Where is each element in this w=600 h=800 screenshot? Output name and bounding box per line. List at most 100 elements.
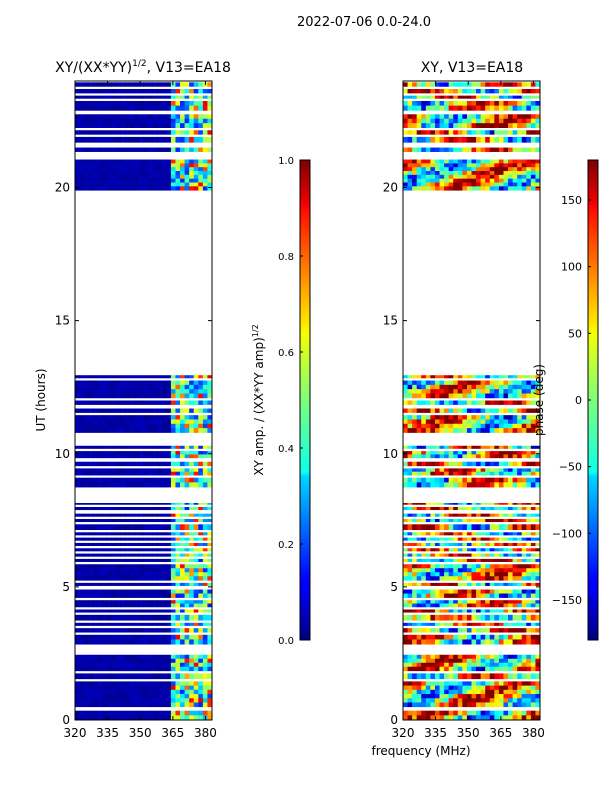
heatmap-cell [166, 572, 172, 577]
heatmap-cell [421, 715, 427, 721]
heatmap-cell [79, 628, 85, 633]
heatmap-cell [480, 622, 486, 626]
heatmap-cell [116, 147, 122, 152]
heatmap-cell [138, 537, 144, 541]
heatmap-cell [93, 614, 99, 621]
heatmap-cell [93, 593, 99, 598]
heatmap-cell [403, 389, 408, 394]
heatmap-cell [93, 634, 99, 640]
heatmap-cell [143, 186, 149, 191]
heatmap-cell [521, 513, 527, 517]
heatmap-cell [512, 136, 518, 143]
heatmap-cell [439, 689, 445, 695]
heatmap-cell [148, 461, 154, 467]
heatmap-cell [530, 423, 536, 429]
heatmap-cell [88, 548, 94, 552]
heatmap-cell [97, 600, 103, 604]
heatmap-cell [175, 524, 181, 531]
heatmap-cell [439, 123, 445, 128]
heatmap-cell [116, 524, 122, 531]
heatmap-cell [494, 182, 500, 187]
heatmap-cell [189, 634, 195, 640]
heatmap-cell [425, 614, 431, 621]
heatmap-cell [184, 100, 190, 107]
heatmap-cell [84, 681, 90, 687]
heatmap-cell [444, 171, 450, 176]
heatmap-cell [521, 130, 527, 135]
heatmap-cell [489, 609, 495, 613]
heatmap-cell [430, 419, 436, 425]
heatmap-cell [462, 147, 468, 152]
heatmap-cell [476, 445, 482, 449]
heatmap-cell [503, 428, 509, 433]
heatmap-cell [489, 82, 495, 87]
heatmap-cell [466, 662, 472, 668]
heatmap-cell [412, 634, 418, 640]
heatmap-cell [106, 423, 112, 429]
heatmap-cell [434, 698, 440, 703]
heatmap-cell [517, 88, 523, 94]
heatmap-cell [138, 100, 144, 107]
heatmap-cell [134, 174, 140, 180]
heatmap-cell [403, 400, 408, 405]
heatmap-cell [79, 454, 85, 459]
heatmap-cell [161, 471, 167, 476]
heatmap-cell [489, 698, 495, 703]
heatmap-cell [498, 658, 504, 664]
heatmap-cell [138, 171, 144, 176]
heatmap-cell [480, 136, 486, 143]
heatmap-cell [498, 662, 504, 668]
heatmap-cell [480, 715, 486, 721]
heatmap-cell [521, 114, 527, 120]
heatmap-cell [421, 445, 427, 449]
heatmap-cell [125, 461, 131, 467]
heatmap-cell [161, 451, 167, 455]
heatmap-cell [207, 454, 213, 459]
heatmap-cell [93, 171, 99, 176]
heatmap-cell [134, 380, 140, 386]
heatmap-cell [512, 408, 518, 413]
heatmap-cell [180, 572, 185, 577]
heatmap-cell [198, 468, 204, 473]
heatmap-cell [161, 419, 167, 425]
heatmap-cell [453, 423, 459, 429]
heatmap-cell [444, 159, 450, 164]
heatmap-cell [407, 564, 413, 569]
heatmap-cell [157, 558, 163, 562]
heatmap-cell [403, 159, 408, 164]
heatmap-cell [476, 710, 482, 716]
heatmap-cell [512, 461, 518, 467]
heatmap-cell [471, 163, 477, 168]
heatmap-cell [102, 518, 108, 523]
heatmap-cell [512, 532, 518, 536]
amplitude-colorbar-ticks: 0.00.20.40.60.81.0 [278, 156, 303, 647]
heatmap-cell [530, 553, 536, 557]
heatmap-cell [430, 710, 436, 716]
heatmap-cell [143, 628, 149, 633]
colorbar-tick-label: 0.4 [278, 444, 294, 455]
heatmap-cell [416, 130, 422, 135]
heatmap-cell [476, 532, 482, 536]
heatmap-cell [430, 513, 436, 517]
heatmap-cell [111, 167, 117, 172]
heatmap-cell [535, 600, 541, 604]
heatmap-cell [170, 593, 176, 598]
heatmap-cell [79, 666, 85, 672]
heatmap-cell [184, 423, 190, 429]
heatmap-cell [412, 130, 418, 135]
heatmap-cell [430, 445, 436, 449]
heatmap-cell [75, 662, 80, 668]
heatmap-cell [535, 159, 541, 164]
heatmap-cell [97, 482, 103, 488]
heatmap-cell [111, 389, 117, 394]
heatmap-cell [88, 614, 94, 621]
heatmap-cell [535, 130, 541, 135]
heatmap-cell [407, 582, 413, 586]
heatmap-cell [198, 477, 204, 483]
heatmap-cell [485, 532, 491, 536]
heatmap-cell [116, 681, 122, 687]
amplitude-colorbar: 0.00.20.40.60.81.0 XY amp. / (XX*YY amp)… [251, 156, 311, 647]
heatmap-cell [180, 428, 185, 433]
heatmap-cell [416, 123, 422, 128]
heatmap-cell [120, 461, 126, 467]
